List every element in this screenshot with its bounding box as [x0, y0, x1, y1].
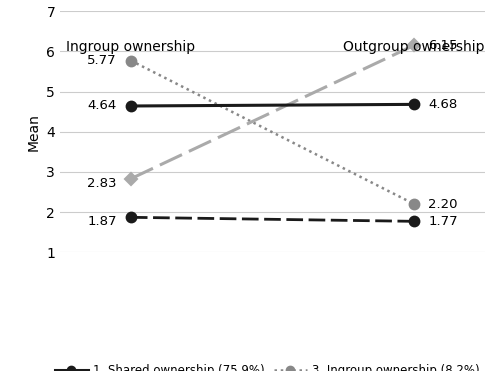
Text: 1.77: 1.77	[428, 215, 458, 228]
Legend: 1. Shared ownership (75.9%), 2. No ownership (9.4%), 3. Ingroup ownership (8.2%): 1. Shared ownership (75.9%), 2. No owner…	[55, 364, 490, 371]
Text: 1.87: 1.87	[87, 215, 117, 228]
Text: 4.64: 4.64	[88, 99, 117, 112]
Text: 5.77: 5.77	[87, 54, 117, 67]
Text: 2.83: 2.83	[87, 177, 117, 190]
Text: 2.20: 2.20	[428, 197, 458, 211]
Text: 4.68: 4.68	[428, 98, 458, 111]
Text: 6.15: 6.15	[428, 39, 458, 52]
Y-axis label: Mean: Mean	[26, 113, 40, 151]
Text: Ingroup ownership: Ingroup ownership	[66, 40, 196, 54]
Text: Outgroup ownership: Outgroup ownership	[344, 40, 485, 54]
